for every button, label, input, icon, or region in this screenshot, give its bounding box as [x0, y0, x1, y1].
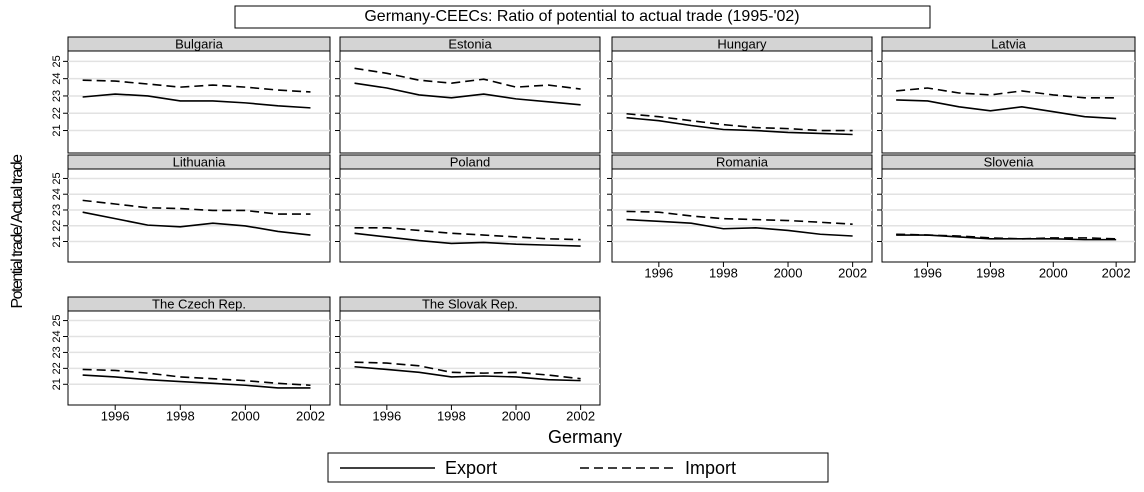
- panel-frame: [611, 50, 873, 154]
- panel-frame: [881, 168, 1136, 263]
- y-tick-label: 22: [51, 107, 63, 119]
- series-line: [626, 116, 853, 136]
- series-line: [354, 226, 581, 241]
- series-line: [354, 232, 581, 247]
- panel-frame: [67, 168, 331, 263]
- panel-frame: [611, 168, 873, 263]
- y-tick-label: 21: [51, 378, 63, 390]
- y-tick-label: 22: [51, 220, 63, 232]
- y-tick-label: 23: [51, 204, 63, 216]
- y-tick-label: 24: [51, 73, 63, 85]
- x-tick-label: 1996: [644, 265, 673, 280]
- series-line: [626, 112, 853, 132]
- series-line: [626, 210, 853, 225]
- y-tick-label: 25: [51, 55, 63, 67]
- x-tick-label: 2002: [566, 408, 595, 423]
- chart-title: Germany-CEECs: Ratio of potential to act…: [364, 8, 799, 25]
- x-tick-label: 1996: [101, 408, 130, 423]
- x-tick-label: 1996: [913, 265, 942, 280]
- x-tick-label: 1998: [709, 265, 738, 280]
- panel-frame: [339, 310, 601, 406]
- panel-title: Lithuania: [173, 154, 227, 169]
- x-tick-label: 2000: [502, 408, 531, 423]
- x-tick-label: 1998: [976, 265, 1005, 280]
- x-tick-label: 2002: [1102, 265, 1131, 280]
- panel-frame: [339, 168, 601, 263]
- panel-title: The Slovak Rep.: [422, 296, 518, 311]
- y-tick-label: 23: [51, 90, 63, 102]
- y-tick-label: 22: [51, 362, 63, 374]
- series-line: [354, 67, 581, 90]
- title-box: [234, 5, 931, 29]
- panel-title: Estonia: [448, 36, 492, 51]
- series-line: [354, 365, 581, 382]
- y-tick-label: 25: [51, 172, 63, 184]
- series-line: [82, 374, 311, 389]
- series-line: [82, 211, 311, 236]
- y-tick-label: 21: [51, 235, 63, 247]
- panel-frame: [881, 50, 1136, 154]
- x-tick-label: 2002: [296, 408, 325, 423]
- panel-title: Bulgaria: [175, 36, 223, 51]
- y-tick-label: 24: [51, 330, 63, 342]
- x-tick-label: 2002: [838, 265, 867, 280]
- y-tick-label: 21: [51, 124, 63, 136]
- panel-title: Romania: [716, 154, 769, 169]
- panel-title: Poland: [450, 154, 490, 169]
- x-axis-label: Germany: [548, 427, 622, 447]
- panel-title: The Czech Rep.: [152, 296, 246, 311]
- x-tick-label: 1998: [437, 408, 466, 423]
- series-line: [82, 79, 311, 93]
- panel-frame: [339, 50, 601, 154]
- legend-label: Import: [685, 458, 736, 478]
- x-tick-label: 1996: [372, 408, 401, 423]
- series-line: [82, 368, 311, 387]
- series-line: [354, 361, 581, 380]
- panel-frame: [67, 50, 331, 154]
- x-tick-label: 2000: [774, 265, 803, 280]
- series-line: [354, 82, 581, 106]
- panel-frame: [67, 310, 331, 406]
- x-tick-label: 1998: [166, 408, 195, 423]
- y-tick-label: 23: [51, 346, 63, 358]
- y-tick-label: 24: [51, 188, 63, 200]
- y-axis-label: Potential trade/ Actual trade: [9, 154, 26, 309]
- series-line: [82, 93, 311, 109]
- panel-title: Slovenia: [984, 154, 1035, 169]
- x-tick-label: 2000: [231, 408, 260, 423]
- x-tick-label: 2000: [1039, 265, 1068, 280]
- panel-title: Latvia: [991, 36, 1026, 51]
- series-line: [896, 87, 1117, 99]
- y-tick-label: 25: [51, 314, 63, 326]
- panel-title: Hungary: [717, 36, 767, 51]
- series-line: [896, 99, 1117, 120]
- legend-label: Export: [445, 458, 497, 478]
- series-line: [896, 233, 1117, 240]
- series-line: [626, 218, 853, 237]
- series-line: [82, 199, 311, 215]
